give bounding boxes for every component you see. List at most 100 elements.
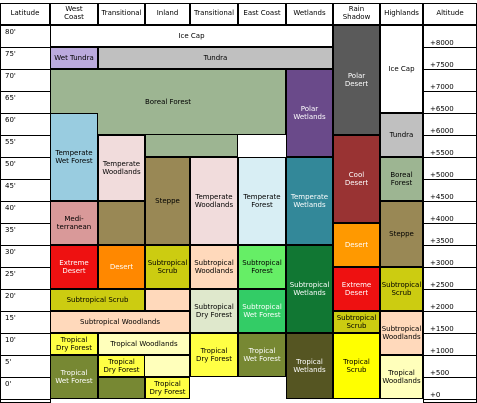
boreal-forest-label: Boreal Forest <box>144 97 192 106</box>
ice-cap-main: Ice Cap <box>50 25 333 47</box>
altitude-gridline <box>423 399 477 400</box>
subtropical-forest: Subtropical Forest <box>238 245 286 289</box>
tropical-dry-forest-east-label: Tropical Dry Forest <box>195 346 233 363</box>
extreme-desert-rain-shadow: Extreme Desert <box>333 267 380 311</box>
latitude-label: 55' <box>5 138 16 146</box>
altitude-label: +0 <box>430 391 441 399</box>
subtropical-woodlands-highlands: Subtropical Woodlands <box>380 311 423 355</box>
latitude-label: 45' <box>5 182 16 190</box>
altitude-gridline <box>423 377 477 378</box>
tropical-wet-forest-east-label: Tropical Wet Forest <box>243 346 281 363</box>
latitude-gridline <box>0 223 50 224</box>
tropical-dry-forest-west: Tropical Dry Forest <box>50 333 98 355</box>
subtropical-dry-forest-label: Subtropical Dry Forest <box>194 302 234 319</box>
altitude-label: +3000 <box>430 259 454 267</box>
desert-transitional: Desert <box>98 245 145 289</box>
latitude-label: 0' <box>5 380 12 388</box>
steppe-inland-label: Steppe <box>155 196 180 205</box>
altitude-gridline <box>423 69 477 70</box>
subtropical-woodlands-main-label: Subtropical Woodlands <box>79 317 161 326</box>
tropical-dry-forest-bottom-label: Tropical Dry Forest <box>149 379 186 396</box>
temperate-woodlands-west: Temperate Woodlands <box>98 135 145 201</box>
boreal-forest-highlands-label: Boreal Forest <box>390 170 413 187</box>
wet-tundra-label: Wet Tundra <box>54 53 94 62</box>
tropical-wet-forest-west-label: Tropical Wet Forest <box>55 368 93 385</box>
tropical-woodlands-top: Tropical Woodlands <box>98 333 190 355</box>
tropical-dry-forest-east: Tropical Dry Forest <box>190 333 238 377</box>
tropical-scrub-label: Tropical Scrub <box>343 357 370 374</box>
tropical-dry-forest-small: Tropical Dry Forest <box>98 355 145 377</box>
column-header-2: Transitional <box>98 3 145 25</box>
altitude-gridline <box>423 157 477 158</box>
latitude-label: 65' <box>5 94 16 102</box>
latitude-gridline <box>0 333 50 334</box>
latitude-gridline <box>0 135 50 136</box>
cool-desert-label: Cool Desert <box>344 170 369 187</box>
latitude-label: 15' <box>5 314 16 322</box>
altitude-label: +4500 <box>430 193 454 201</box>
tropical-dry-forest-small-label: Tropical Dry Forest <box>103 357 140 374</box>
polar-desert-label: Polar Desert <box>344 71 369 88</box>
extreme-desert-rain-shadow-label: Extreme Desert <box>341 280 372 297</box>
latitude-label: 20' <box>5 292 16 300</box>
steppe-inland: Steppe <box>145 157 190 245</box>
altitude-gridline <box>423 201 477 202</box>
altitude-label: +2500 <box>430 281 454 289</box>
altitude-gridline <box>423 179 477 180</box>
altitude-label: +4000 <box>430 215 454 223</box>
latitude-label: 50' <box>5 160 16 168</box>
temperate-wetlands-label: Temperate Wetlands <box>290 192 329 209</box>
latitude-gridline <box>0 267 50 268</box>
altitude-label: +5000 <box>430 171 454 179</box>
tropical-wetlands: Tropical Wetlands <box>286 333 333 399</box>
altitude-gridline <box>423 355 477 356</box>
subtropical-woodlands-top: Subtropical Woodlands <box>190 245 238 289</box>
tundra-highlands-label: Tundra <box>389 130 414 139</box>
column-header-7: Rain Shadow <box>333 3 380 25</box>
latitude-gridline <box>0 91 50 92</box>
ice-cap-highlands-label: Ice Cap <box>388 64 415 73</box>
altitude-label: +6500 <box>430 105 454 113</box>
subtropical-wet-forest-label: Subtropical Wet Forest <box>242 302 282 319</box>
altitude-label: +1500 <box>430 325 454 333</box>
latitude-gridline <box>0 69 50 70</box>
subtropical-scrub-inland-label: Subtropical Scrub <box>147 258 188 275</box>
tropical-woodlands-highlands: Tropical Woodlands <box>380 355 423 399</box>
column-header-6: Wetlands <box>286 3 333 25</box>
altitude-label: +5500 <box>430 149 454 157</box>
latitude-gridline <box>0 377 50 378</box>
ice-cap-main-label: Ice Cap <box>178 31 205 40</box>
steppe-highlands-label: Steppe <box>389 229 414 238</box>
subtropical-wet-forest: Subtropical Wet Forest <box>238 289 286 333</box>
subtropical-scrub-highlands-label: Subtropical Scrub <box>381 280 422 297</box>
wet-tundra: Wet Tundra <box>50 47 98 69</box>
subtropical-woodlands-top-label: Subtropical Woodlands <box>194 258 234 275</box>
mediterranean-label: Medi- terranean <box>56 214 92 231</box>
latitude-gridline <box>0 113 50 114</box>
desert-rain-shadow: Desert <box>333 223 380 267</box>
latitude-gridline <box>0 311 50 312</box>
column-header-5: East Coast <box>238 3 286 25</box>
tropical-dry-forest-west-label: Tropical Dry Forest <box>55 335 93 352</box>
latitude-label: 35' <box>5 226 16 234</box>
steppe-highlands: Steppe <box>380 201 423 267</box>
temperate-wet-forest-label: Temperate Wet Forest <box>55 148 93 165</box>
temperate-woodlands-east-label: Temperate Woodlands <box>194 192 234 209</box>
altitude-label: +7000 <box>430 83 454 91</box>
extreme-desert-west-label: Extreme Desert <box>59 258 89 275</box>
tropical-wet-forest-east: Tropical Wet Forest <box>238 333 286 377</box>
subtropical-scrub-west-label: Subtropical Scrub <box>66 295 129 304</box>
altitude-label: +500 <box>430 369 450 377</box>
subtropical-wetlands: Subtropical Wetlands <box>286 245 333 333</box>
subtropical-scrub-inland: Subtropical Scrub <box>145 245 190 289</box>
tropical-woodlands-highlands-label: Tropical Woodlands <box>382 368 421 385</box>
subtropical-scrub-west: Subtropical Scrub <box>50 289 145 311</box>
cool-desert: Cool Desert <box>333 135 380 223</box>
altitude-label: +7500 <box>430 61 454 69</box>
tundra-label: Tundra <box>203 53 228 62</box>
altitude-label: +2000 <box>430 303 454 311</box>
latitude-label: 75' <box>5 50 16 58</box>
latitude-gridline <box>0 47 50 48</box>
steppe-inland-extent <box>98 201 145 245</box>
